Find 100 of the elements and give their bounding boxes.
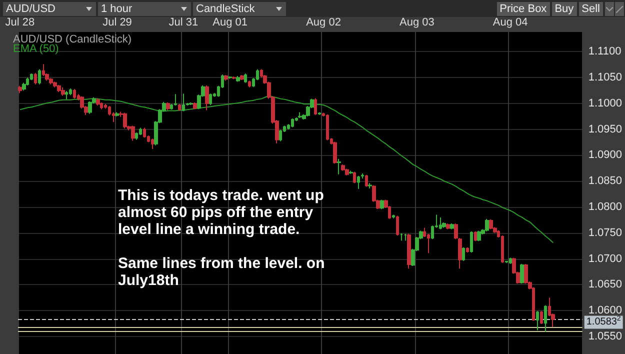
candlestick <box>236 76 240 82</box>
candlestick <box>407 233 411 270</box>
x-tick-label: Aug 02 <box>306 16 341 28</box>
candlestick <box>135 132 138 140</box>
candlestick <box>505 260 508 264</box>
candlestick <box>65 90 68 100</box>
candlestick <box>100 102 103 110</box>
candlestick <box>182 93 185 112</box>
candlestick <box>509 257 512 264</box>
x-tick-label: Jul 29 <box>102 16 132 28</box>
candlestick <box>368 182 372 189</box>
candlestick <box>501 234 504 264</box>
annotation: This is todays trade. went up almost 60 pips off the entry level line a winning trade. Same lines from the level. on July18th <box>118 187 325 289</box>
y-tick-label: 1.0800 <box>588 200 622 213</box>
text: CandleStick <box>196 2 255 14</box>
candlestick <box>73 88 76 100</box>
chart-title: AUD/USD (CandleStick) <box>13 34 132 46</box>
candlestick <box>404 233 407 242</box>
candlestick <box>42 64 45 77</box>
text: AUD/USD <box>6 2 56 14</box>
candlestick <box>88 100 92 114</box>
text: Price Box <box>496 2 550 16</box>
y-tick-label: 1.0700 <box>588 252 622 265</box>
candlestick <box>353 171 356 184</box>
x-tick-label: Jul 28 <box>5 16 35 28</box>
candlestick <box>61 86 65 96</box>
candlestick <box>439 216 442 230</box>
candlestick <box>520 263 524 284</box>
candlestick <box>244 72 247 84</box>
y-tick-label: 1.0850 <box>588 175 622 188</box>
candlestick <box>131 125 135 142</box>
candlestick <box>466 246 469 254</box>
candlestick <box>53 81 57 88</box>
candlestick <box>57 84 61 93</box>
candlestick <box>115 112 119 117</box>
candlestick <box>489 218 493 230</box>
candlestick <box>49 78 53 85</box>
candlestick <box>298 112 302 118</box>
candlestick <box>209 93 212 106</box>
y-tick-label: 1.0600 <box>588 304 622 317</box>
candlestick <box>470 230 473 254</box>
candlestick <box>380 199 384 210</box>
text: EMA (50) <box>13 43 59 55</box>
candlestick <box>345 168 349 176</box>
candlestick <box>193 102 197 110</box>
candlestick <box>96 98 100 106</box>
candlestick <box>166 102 170 111</box>
candlestick <box>205 84 209 111</box>
candlestick <box>446 223 450 230</box>
candlestick <box>279 129 282 142</box>
candlestick <box>540 310 543 324</box>
y-tick-label: 1.1050 <box>588 72 622 84</box>
text: Sell <box>578 2 603 16</box>
candlestick <box>151 138 154 150</box>
candlestick <box>34 72 37 85</box>
candlestick <box>224 74 228 82</box>
x-tick-label: Aug 04 <box>492 16 528 28</box>
candlestick <box>178 103 181 112</box>
x-tick-label: Aug 03 <box>400 16 434 28</box>
candlestick <box>536 310 539 331</box>
candlestick <box>314 98 317 116</box>
x-tick-label: Aug 01 <box>212 16 248 28</box>
candlestick <box>361 172 364 180</box>
candlestick <box>38 68 41 85</box>
candlestick <box>139 127 142 136</box>
candlestick <box>291 118 294 128</box>
candlestick <box>174 94 177 106</box>
candlestick <box>326 114 329 141</box>
y-tick-label: 1.0950 <box>588 123 622 136</box>
candlestick <box>485 218 489 232</box>
candlestick <box>474 230 477 242</box>
candlestick <box>232 76 236 80</box>
candlestick <box>341 164 345 172</box>
y-tick-label: 1.1000 <box>588 97 622 110</box>
candlestick <box>400 232 403 242</box>
candlestick <box>189 102 193 106</box>
y-tick-label: 1.1100 <box>588 46 622 58</box>
candlestick <box>333 141 337 164</box>
candlestick <box>477 230 481 242</box>
candlestick <box>450 223 454 230</box>
candlestick <box>143 127 146 138</box>
y-tick-label: 1.0900 <box>588 149 622 162</box>
y-tick-label: 1.0750 <box>588 226 622 239</box>
text: Buy <box>552 2 577 16</box>
candlestick <box>228 76 232 80</box>
text: 1 hour <box>101 2 132 14</box>
line-series <box>19 95 554 244</box>
candlestick <box>462 246 465 262</box>
y-tick-label: 1.0550 <box>588 330 622 342</box>
candlestick <box>392 214 395 219</box>
candlestick <box>365 174 368 188</box>
candlestick <box>18 85 22 94</box>
candlestick <box>357 175 360 190</box>
candlestick <box>396 215 399 236</box>
candlestick <box>69 88 72 96</box>
x-tick-label: Jul 31 <box>168 16 198 28</box>
candlestick <box>123 112 127 129</box>
y-tick-label: 1.0650 <box>588 278 622 291</box>
candlestick <box>318 112 321 116</box>
candlestick <box>240 74 244 81</box>
